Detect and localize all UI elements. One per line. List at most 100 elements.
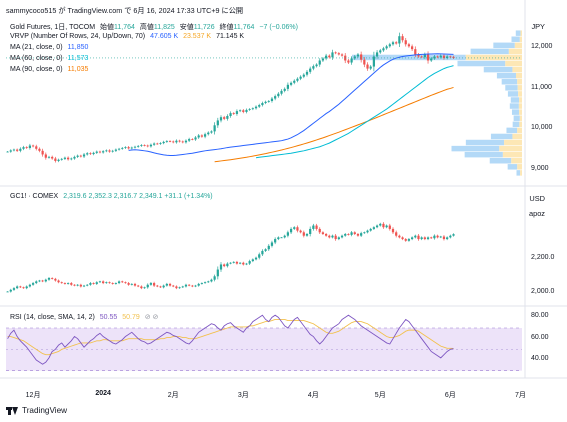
footer-brand[interactable]: TradingView	[6, 406, 67, 415]
rsi-visibility-icons[interactable]: ⊘ ⊘	[144, 314, 159, 321]
gold-candle	[124, 147, 127, 148]
gc1-candle	[436, 235, 439, 238]
gold-candle	[146, 145, 149, 147]
gc1-candle	[264, 249, 267, 251]
gold-candle	[121, 147, 124, 149]
gold-candle	[152, 143, 156, 145]
vrvp-down-bar	[520, 30, 522, 36]
gc1-candle	[254, 257, 258, 260]
gold-candle	[420, 56, 423, 58]
vrvp-up-bar	[483, 66, 513, 73]
gc1-legend[interactable]: GC1! · COMEX 2,319.6 2,352.3 2,316.7 2,3…	[10, 193, 213, 200]
vrvp-down-bar	[505, 60, 522, 67]
gc1-candle	[73, 284, 76, 286]
gold-candle	[417, 54, 420, 57]
gc1-candle	[38, 280, 41, 282]
gc1-candle	[226, 263, 229, 267]
rsi-legend[interactable]: RSI (14, close, SMA, 14, 2) 50.55 50.79 …	[10, 313, 158, 321]
high-value: 11,825	[153, 24, 175, 31]
vrvp-legend[interactable]: VRVP (Number Of Rows, 24, Up/Down, 70) 4…	[10, 33, 244, 40]
gold-candle	[363, 59, 366, 65]
gc1-candle	[302, 232, 305, 236]
gold-candle	[130, 147, 133, 149]
gold-candle	[156, 143, 159, 145]
vrvp-up-bar	[470, 48, 509, 55]
ma90-legend[interactable]: MA (90, close, 0) 11,035	[10, 66, 88, 73]
gold-candle	[168, 141, 172, 142]
vrvp-down-bar	[519, 121, 522, 128]
vrvp-up-bar	[511, 36, 520, 42]
gc1-candle	[114, 283, 118, 284]
gc1-candle	[366, 230, 369, 233]
gc1-candle	[210, 279, 213, 282]
gc1-candle	[191, 285, 194, 287]
close-label: 終値	[219, 24, 234, 31]
gold-candle	[92, 152, 95, 155]
gc1-candle	[223, 264, 226, 267]
change-value: −7 (−0.06%)	[259, 24, 298, 31]
rsi-ma-value: 50.79	[122, 314, 140, 321]
gold-candle	[203, 134, 207, 137]
gc1-candle	[35, 281, 38, 284]
gold-candle	[184, 140, 188, 143]
gc1-candle	[363, 232, 366, 234]
gold-y-tick: 11,000	[531, 83, 552, 91]
gold-candle	[436, 56, 439, 58]
gold-candle	[140, 145, 143, 146]
gc1-candle	[293, 227, 296, 229]
vrvp-up-bar	[515, 30, 521, 36]
gc1-candle	[245, 263, 248, 265]
gold-candle	[305, 71, 309, 75]
gold-candle	[35, 146, 38, 149]
vrvp-down-bar	[517, 164, 522, 170]
gc1-candle	[41, 280, 44, 282]
gc1-candle	[401, 237, 404, 240]
gold-candle	[350, 58, 353, 63]
gold-candle	[213, 125, 216, 132]
gc1-candle	[299, 230, 302, 233]
gold-candle	[258, 105, 261, 107]
rsi-band	[6, 328, 522, 371]
gc1-candle	[140, 286, 143, 289]
gold-candle	[280, 90, 283, 94]
gc1-candle	[137, 285, 140, 287]
gold-candle	[41, 150, 44, 155]
publish-line: sammycoco515 が TradingView.com で 6月 16, …	[6, 6, 244, 15]
gold-candle	[356, 54, 360, 57]
gold-candle	[388, 44, 391, 47]
gc1-candle	[63, 283, 67, 284]
gc1-candle	[404, 239, 407, 241]
gc1-candle	[54, 278, 57, 281]
vrvp-down-bar	[519, 97, 522, 103]
gold-candle	[283, 88, 286, 91]
gc1-candle	[452, 234, 455, 236]
gc1-candle	[277, 237, 280, 240]
gold-candle	[60, 158, 63, 160]
vrvp-down-bar	[502, 151, 522, 158]
gc1-candle	[340, 235, 344, 238]
gc1-candle	[337, 237, 340, 240]
vrvp-up-bar	[451, 145, 500, 152]
gc1-candle	[25, 286, 28, 289]
gc1-candle	[391, 228, 395, 233]
ma60-legend[interactable]: MA (60, close, 0) 11,573	[10, 55, 88, 62]
gc1-candle	[219, 264, 223, 270]
gc1-candle	[414, 235, 417, 238]
gc1-candle	[194, 285, 197, 287]
gold-candle	[22, 147, 25, 149]
gold-candle	[127, 147, 130, 149]
vrvp-up-bar	[510, 97, 520, 103]
vrvp-up-bar	[516, 170, 521, 176]
gold-candle	[28, 145, 32, 148]
ma21-legend[interactable]: MA (21, close, 0) 11,850	[10, 44, 88, 51]
x-axis-tick: 4月	[307, 392, 319, 399]
rsi-y-tick: 80.00	[531, 312, 549, 320]
vrvp-down-bar	[511, 158, 522, 164]
gold-candle	[347, 60, 350, 63]
vrvp-up-bar	[489, 158, 512, 164]
gold-candle	[328, 55, 331, 58]
gc1-candle	[426, 237, 430, 240]
gold-candle	[6, 151, 9, 153]
